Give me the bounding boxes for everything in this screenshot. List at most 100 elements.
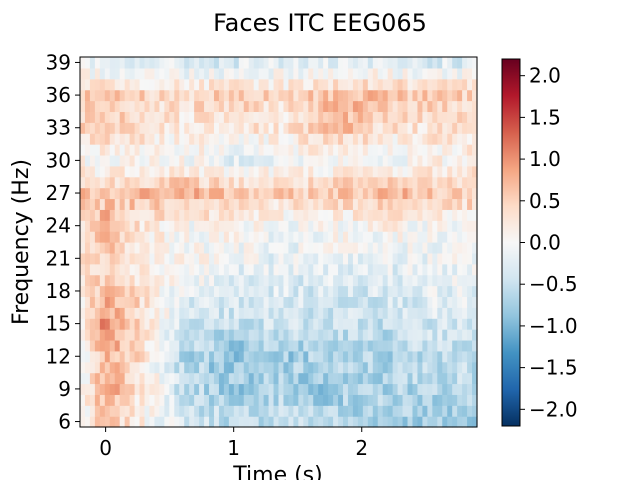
heatmap-cell — [213, 78, 220, 91]
heatmap-cell — [417, 372, 424, 385]
heatmap-cell — [213, 154, 220, 167]
heatmap-cell — [407, 111, 414, 123]
heatmap-cell — [283, 285, 290, 298]
heatmap-cell — [467, 372, 473, 385]
heatmap-cell — [164, 209, 170, 221]
heatmap-cell — [89, 350, 96, 363]
heatmap-cell — [134, 78, 141, 91]
heatmap-cell — [338, 67, 344, 80]
heatmap-cell — [457, 394, 463, 406]
heatmap-cell — [427, 231, 433, 243]
heatmap-cell — [427, 220, 433, 232]
heatmap-cell — [452, 350, 458, 363]
heatmap-cell — [447, 198, 453, 210]
heatmap-cell — [323, 78, 329, 91]
heatmap-cell — [199, 165, 205, 178]
heatmap-cell — [382, 209, 389, 221]
heatmap-cell — [288, 252, 294, 265]
heatmap-cell — [84, 78, 91, 91]
heatmap-cell — [263, 318, 270, 330]
heatmap-cell — [397, 274, 404, 287]
heatmap-cell — [99, 285, 106, 298]
heatmap-cell — [328, 67, 334, 80]
heatmap-cell — [462, 242, 468, 254]
heatmap-cell — [164, 165, 170, 178]
heatmap-cell — [104, 318, 111, 330]
colorbar-tick-label: 0.5 — [529, 189, 561, 213]
heatmap-cell — [129, 405, 136, 417]
heatmap-cell — [447, 394, 453, 406]
heatmap-cell — [199, 198, 205, 210]
heatmap-cell — [129, 242, 136, 254]
heatmap-cell — [417, 220, 424, 232]
heatmap-cell — [179, 111, 185, 123]
heatmap-cell — [243, 372, 250, 385]
heatmap-cell — [397, 307, 404, 319]
heatmap-cell — [347, 350, 354, 363]
heatmap-cell — [397, 220, 404, 232]
heatmap-cell — [238, 165, 245, 178]
heatmap-cell — [437, 231, 443, 243]
heatmap-cell — [204, 111, 210, 123]
heatmap-cell — [149, 285, 156, 298]
heatmap-cell — [179, 220, 185, 232]
heatmap-cell — [382, 405, 389, 417]
heatmap-cell — [204, 372, 210, 385]
heatmap-cell — [194, 198, 200, 210]
heatmap-cell — [164, 78, 170, 91]
heatmap-cell — [129, 78, 136, 91]
heatmap-cell — [387, 252, 394, 265]
heatmap-cell — [313, 209, 319, 221]
y-tick-label: 9 — [58, 377, 71, 401]
heatmap-cell — [457, 318, 463, 330]
heatmap-cell — [407, 209, 414, 221]
heatmap-cell — [154, 383, 160, 395]
heatmap-cell — [174, 307, 180, 319]
heatmap-cell — [253, 144, 260, 156]
heatmap-cell — [437, 296, 443, 308]
heatmap-cell — [144, 307, 151, 319]
heatmap-cell — [94, 198, 101, 210]
heatmap-cell — [333, 350, 339, 363]
heatmap-cell — [238, 198, 245, 210]
heatmap-cell — [442, 252, 448, 265]
heatmap-cell — [199, 285, 205, 298]
heatmap-cell — [372, 329, 379, 341]
heatmap-cell — [243, 307, 250, 319]
heatmap-cell — [184, 198, 190, 210]
heatmap-cell — [357, 187, 364, 200]
heatmap-cell — [209, 405, 215, 417]
heatmap-cell — [333, 329, 339, 341]
heatmap-cell — [199, 263, 205, 276]
heatmap-cell — [288, 383, 294, 395]
heatmap-cell — [402, 165, 409, 178]
heatmap-cell — [432, 274, 438, 287]
heatmap-cell — [199, 111, 205, 123]
heatmap-cell — [268, 165, 275, 178]
heatmap-cell — [352, 416, 359, 428]
heatmap-cell — [333, 361, 339, 374]
heatmap-cell — [328, 416, 334, 428]
heatmap-cell — [377, 361, 384, 374]
heatmap-cell — [362, 372, 369, 385]
heatmap-cell — [412, 339, 419, 352]
heatmap-cell — [402, 405, 409, 417]
heatmap-cell — [442, 416, 448, 428]
heatmap-cell — [278, 154, 285, 167]
heatmap-cell — [273, 350, 280, 363]
heatmap-cell — [204, 165, 210, 178]
heatmap-cell — [397, 198, 404, 210]
heatmap-cell — [174, 383, 180, 395]
heatmap-cell — [159, 416, 165, 428]
heatmap-cell — [328, 122, 334, 134]
heatmap-cell — [149, 154, 156, 167]
heatmap-cell — [417, 405, 424, 417]
heatmap-cell — [372, 57, 379, 69]
heatmap-cell — [303, 339, 309, 352]
heatmap-cell — [387, 89, 394, 102]
heatmap-cell — [422, 405, 428, 417]
heatmap-cell — [94, 307, 101, 319]
heatmap-cell — [263, 165, 270, 178]
heatmap-cell — [233, 176, 240, 189]
heatmap-cell — [367, 176, 374, 189]
